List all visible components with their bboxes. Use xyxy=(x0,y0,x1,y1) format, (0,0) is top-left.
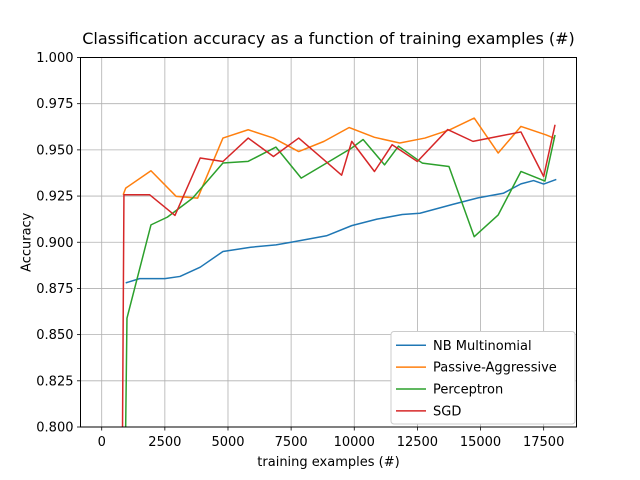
y-tick-label: 0.975 xyxy=(36,97,73,112)
x-tick-label: 12500 xyxy=(397,435,438,450)
legend-label: NB Multinomial xyxy=(433,339,532,354)
y-axis-label: Accuracy xyxy=(20,212,35,272)
x-tick-label: 5000 xyxy=(211,435,244,450)
x-tick-label: 0 xyxy=(98,435,106,450)
y-tick-label: 1.000 xyxy=(36,51,73,66)
y-tick-label: 0.950 xyxy=(36,143,73,158)
tick-layer: 0 2500 5000 7500 10000 12500 15000 17500 0.800 0.… xyxy=(36,51,564,450)
x-tick-label: 7500 xyxy=(275,435,308,450)
legend-label: Perceptron xyxy=(433,383,503,398)
chart-title: Classification accuracy as a function of… xyxy=(82,29,575,48)
series-line-passive-aggressive xyxy=(122,117,555,199)
x-tick-label: 2500 xyxy=(148,435,181,450)
series-layer xyxy=(121,117,557,427)
series-line-sgd xyxy=(121,124,556,427)
x-tick-label: 17500 xyxy=(523,435,564,450)
legend: NB Multinomial Passive-Aggressive Perceptr… xyxy=(390,331,576,425)
y-tick-label: 0.800 xyxy=(36,421,73,436)
y-tick-label: 0.850 xyxy=(36,328,73,343)
x-axis-label: training examples (#) xyxy=(257,455,399,470)
y-tick-label: 0.875 xyxy=(36,282,73,297)
legend-box xyxy=(390,331,576,425)
x-tick-label: 10000 xyxy=(334,435,375,450)
x-tick-label: 15000 xyxy=(460,435,501,450)
y-tick-label: 0.925 xyxy=(36,190,73,205)
legend-label: Passive-Aggressive xyxy=(433,361,557,376)
series-line-nb-multinomial xyxy=(125,178,557,284)
y-tick-label: 0.900 xyxy=(36,236,73,251)
y-tick-label: 0.825 xyxy=(36,374,73,389)
legend-label: SGD xyxy=(433,405,461,420)
series-line-perceptron xyxy=(124,134,556,427)
